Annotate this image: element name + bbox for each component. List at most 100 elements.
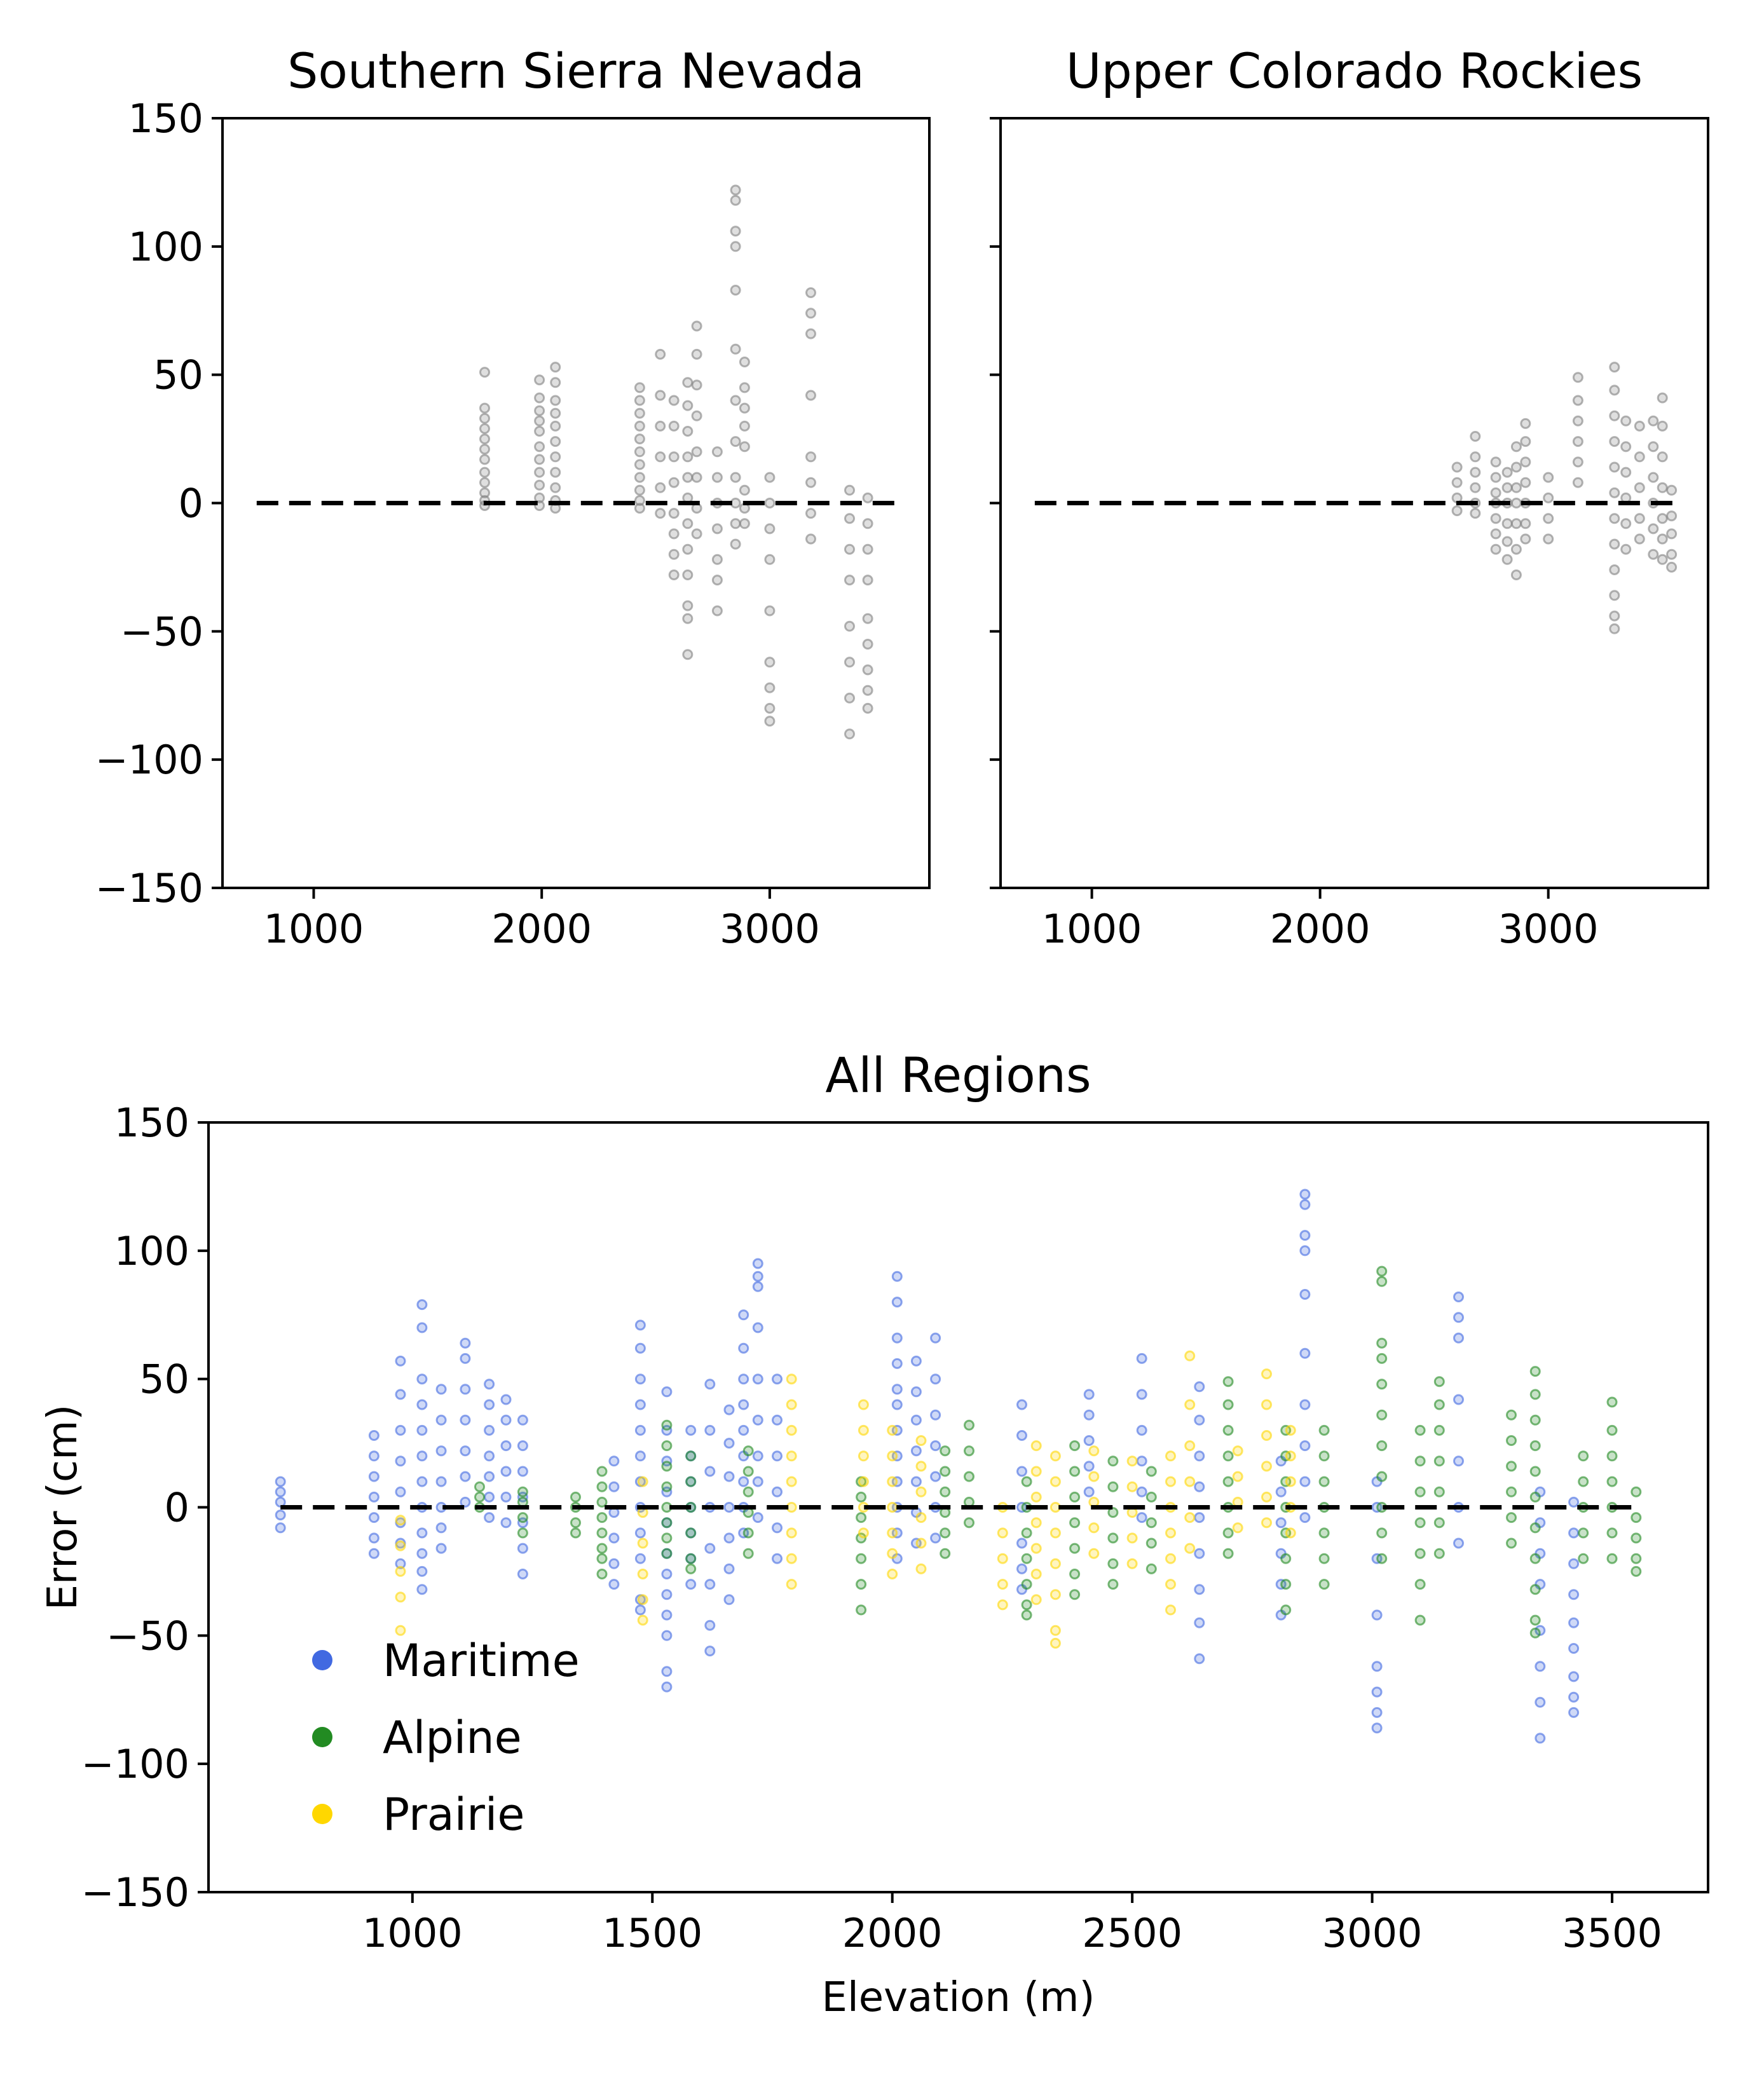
data-point [534,492,545,503]
data-point [1261,1430,1272,1441]
data-point [1299,1189,1311,1200]
data-point [1648,549,1659,560]
y-tick-label: −150 [81,1869,189,1916]
data-point [858,1476,869,1487]
data-point [1568,1707,1580,1718]
data-point [1490,472,1501,483]
data-point [1376,1353,1388,1364]
data-point [655,420,666,432]
x-tick-label: 1000 [264,906,364,952]
data-point [930,1374,941,1385]
data-point [730,184,741,196]
data-point [730,194,741,206]
data-point [1606,1450,1618,1462]
data-point [1261,1399,1272,1410]
data-point [1543,492,1554,503]
data-point [1433,1399,1445,1410]
data-point [1634,513,1645,524]
data-point [738,1309,749,1321]
data-point [1453,1292,1464,1302]
data-point [460,1414,471,1426]
data-point [534,426,545,437]
data-point [1648,441,1659,453]
data-point [752,1450,763,1462]
data-point [844,728,855,740]
data-point [395,1486,406,1497]
data-point [891,1271,903,1282]
data-point [608,1532,620,1544]
data-point [517,1486,528,1497]
data-point [1609,590,1620,601]
x-tick-label: 3000 [720,906,820,952]
data-point [1520,456,1531,468]
data-point [1535,1661,1546,1672]
data-point [1136,1353,1147,1364]
data-point [1490,543,1501,555]
data-point [862,702,873,714]
data-point [634,395,645,406]
data-point [786,1450,797,1462]
data-point [550,395,561,406]
data-point [1184,1512,1196,1523]
data-point [1165,1604,1176,1616]
data-point [1222,1450,1234,1462]
data-point [1634,482,1645,493]
data-point [1285,1476,1296,1487]
data-point [661,1681,673,1693]
data-point [1299,1199,1311,1210]
data-point [1657,554,1668,565]
data-point [1606,1396,1618,1408]
data-point [997,1599,1008,1611]
data-point [1050,1625,1061,1636]
data-point [1030,1491,1042,1503]
data-point [1376,1265,1388,1277]
data-point [1501,536,1513,547]
data-point [682,400,694,411]
data-point [395,1424,406,1436]
data-point [500,1517,512,1529]
data-point [930,1532,941,1544]
data-point [685,1476,697,1487]
data-point [1529,1522,1541,1534]
data-point [1318,1579,1330,1590]
data-point [1299,1289,1311,1300]
data-point [891,1384,903,1395]
data-point [517,1414,528,1426]
data-point [1657,392,1668,404]
data-point [275,1476,286,1487]
data-point [856,1553,867,1564]
data-point [1016,1399,1027,1410]
data-point [1232,1471,1243,1482]
data-point [764,472,776,483]
data-point [685,1424,697,1436]
data-point [1021,1599,1032,1611]
data-point [739,357,750,367]
x-tick-label: 3000 [1322,1910,1423,1956]
x-tick-label: 1000 [362,1910,463,1956]
data-point [1568,1691,1580,1703]
data-point [1666,484,1678,496]
data-point [691,379,702,391]
data-point [395,1455,406,1467]
data-point [608,1558,620,1569]
data-point [517,1440,528,1452]
data-point [805,477,816,488]
data-point [1165,1450,1176,1462]
data-point [862,543,873,555]
data-point [668,528,680,540]
data-point [661,1666,673,1677]
data-point [534,454,545,465]
data-point [517,1466,528,1477]
data-point [1107,1532,1119,1544]
data-point [862,613,873,624]
data-point [1529,1389,1541,1400]
data-point [685,1450,697,1462]
data-point [1222,1424,1234,1436]
data-point [550,362,561,373]
data-point [1299,1476,1311,1487]
data-point [1145,1537,1157,1549]
data-point [550,467,561,478]
data-point [1299,1230,1311,1241]
data-point [1088,1445,1100,1457]
